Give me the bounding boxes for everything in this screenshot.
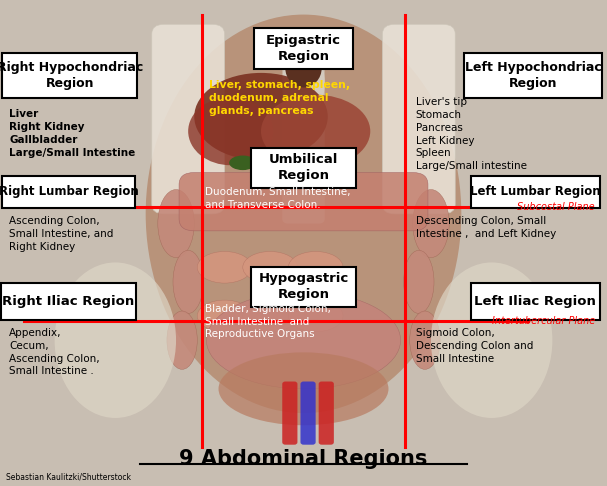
FancyBboxPatch shape <box>152 24 225 214</box>
FancyBboxPatch shape <box>282 382 297 445</box>
Text: Right Hypochondriac
Region: Right Hypochondriac Region <box>0 61 143 89</box>
Text: Left Lumbar Region: Left Lumbar Region <box>470 186 601 198</box>
Ellipse shape <box>197 252 252 283</box>
FancyBboxPatch shape <box>2 53 137 98</box>
Text: Duodenum, Small Intestine,
and Transverse Colon.: Duodenum, Small Intestine, and Transvers… <box>205 187 351 210</box>
Text: Right Iliac Region: Right Iliac Region <box>2 295 135 308</box>
FancyBboxPatch shape <box>464 53 602 98</box>
Text: 9 Abdominal Regions: 9 Abdominal Regions <box>179 449 428 469</box>
Ellipse shape <box>243 252 297 283</box>
FancyBboxPatch shape <box>251 266 356 307</box>
Text: Descending Colon, Small
Intestine ,  and Left Kidney: Descending Colon, Small Intestine , and … <box>416 216 556 239</box>
Ellipse shape <box>243 300 297 332</box>
Text: Ascending Colon,
Small Intestine, and
Right Kidney: Ascending Colon, Small Intestine, and Ri… <box>9 216 114 252</box>
Text: Intertubercular Plane: Intertubercular Plane <box>492 316 595 326</box>
FancyBboxPatch shape <box>471 176 600 208</box>
Text: Umbilical
Region: Umbilical Region <box>269 154 338 182</box>
FancyBboxPatch shape <box>300 382 316 445</box>
FancyBboxPatch shape <box>1 283 136 320</box>
Ellipse shape <box>188 97 273 165</box>
Text: Epigastric
Region: Epigastric Region <box>266 35 341 63</box>
Ellipse shape <box>167 311 197 369</box>
Ellipse shape <box>413 190 449 258</box>
Text: Sebastian Kaulitzki/Shutterstock: Sebastian Kaulitzki/Shutterstock <box>6 472 131 481</box>
Text: Left Hypochondriac
Region: Left Hypochondriac Region <box>464 61 602 89</box>
FancyBboxPatch shape <box>382 24 455 214</box>
FancyBboxPatch shape <box>179 173 428 231</box>
Text: Hypogastric
Region: Hypogastric Region <box>259 273 348 301</box>
Ellipse shape <box>146 15 461 413</box>
Ellipse shape <box>197 300 252 332</box>
Text: Appendix,
Cecum,
Ascending Colon,
Small Intestine .: Appendix, Cecum, Ascending Colon, Small … <box>9 328 100 377</box>
Text: Liver
Right Kidney
Gallbladder
Large/Small Intestine: Liver Right Kidney Gallbladder Large/Sma… <box>9 109 135 158</box>
FancyBboxPatch shape <box>471 283 600 320</box>
Ellipse shape <box>55 262 176 418</box>
FancyBboxPatch shape <box>282 44 325 224</box>
Text: Sigmoid Colon,
Descending Colon and
Small Intestine: Sigmoid Colon, Descending Colon and Smal… <box>416 328 533 364</box>
Ellipse shape <box>288 252 343 283</box>
Text: Subcostal Plane: Subcostal Plane <box>517 202 595 211</box>
Ellipse shape <box>404 250 434 313</box>
Ellipse shape <box>288 300 343 332</box>
FancyBboxPatch shape <box>251 148 356 188</box>
FancyBboxPatch shape <box>319 382 334 445</box>
Ellipse shape <box>229 156 256 170</box>
Text: Bladder, Sigmoid Colon,
Small Intestine  and
Reproductive Organs: Bladder, Sigmoid Colon, Small Intestine … <box>205 304 331 339</box>
Ellipse shape <box>285 49 322 87</box>
Ellipse shape <box>410 311 440 369</box>
Text: Liver, stomach, spleen,
duodenum, adrenal
glands, pancreas: Liver, stomach, spleen, duodenum, adrena… <box>209 80 350 116</box>
Ellipse shape <box>261 95 370 168</box>
Ellipse shape <box>282 46 325 119</box>
Ellipse shape <box>173 250 203 313</box>
Text: Right Lumbar Region: Right Lumbar Region <box>0 186 138 198</box>
FancyBboxPatch shape <box>254 28 353 69</box>
Text: Left Iliac Region: Left Iliac Region <box>475 295 596 308</box>
Ellipse shape <box>158 190 194 258</box>
FancyBboxPatch shape <box>2 176 135 208</box>
Ellipse shape <box>194 73 328 160</box>
Text: Liver's tip
Stomach
Pancreas
Left Kidney
Spleen
Large/Small intestine: Liver's tip Stomach Pancreas Left Kidney… <box>416 97 527 171</box>
Ellipse shape <box>219 352 388 425</box>
Ellipse shape <box>431 262 552 418</box>
Ellipse shape <box>206 292 401 389</box>
